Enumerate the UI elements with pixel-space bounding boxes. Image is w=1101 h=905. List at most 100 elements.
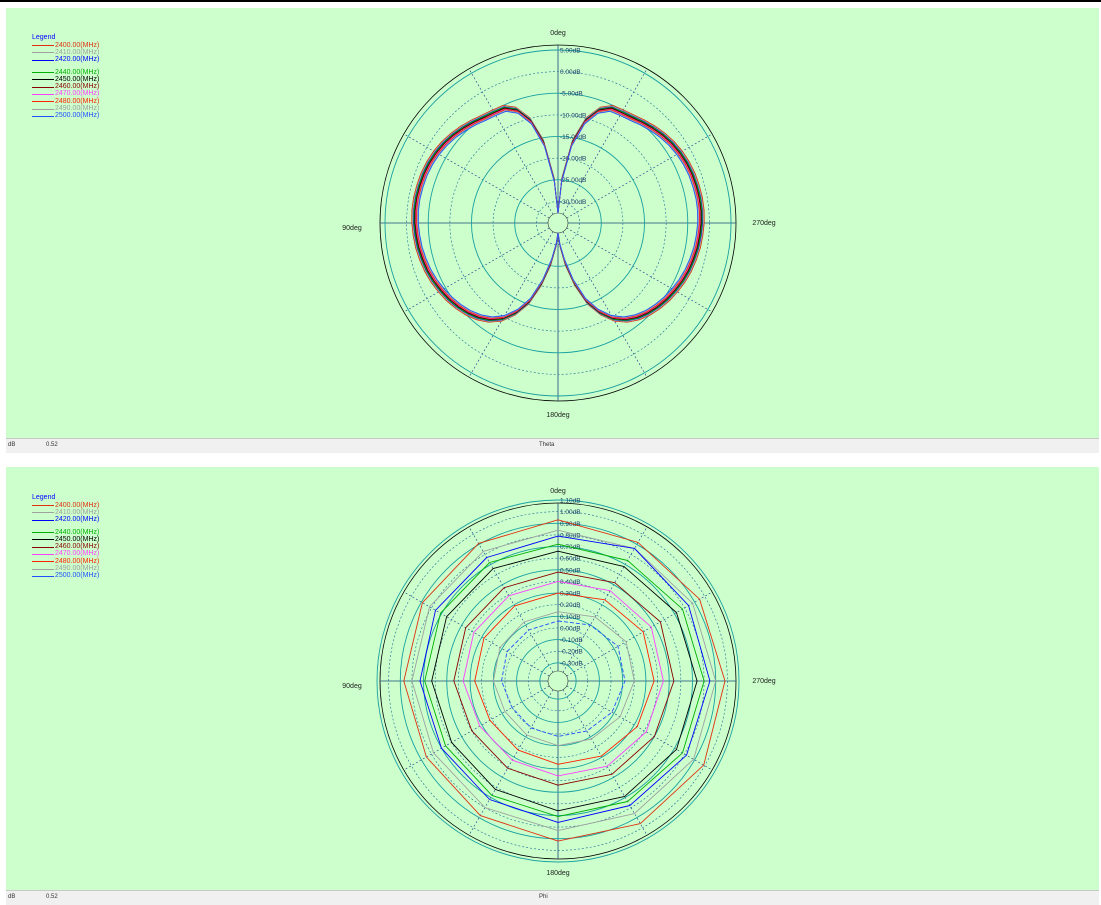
grid-ring [527,650,589,712]
angle-label-bottom: 180deg [546,412,569,419]
top-border [0,0,1101,2]
radial-spoke [468,68,554,215]
legend-label: 2410.00(MHz) [55,508,100,516]
legend-label: 2500.00(MHz) [55,112,100,120]
legend-swatch [32,72,54,74]
legend-label: 2440.00(MHz) [55,68,100,76]
legend-entry: 2400.00(MHz) [32,502,99,509]
legend-entry: 2410.00(MHz) [32,509,99,516]
legend-label: 2490.00(MHz) [55,565,100,573]
radial-tick-label: -30.00dB [560,199,586,206]
radial-spoke [566,591,713,677]
radial-spoke [403,685,550,771]
radial-spoke [566,133,713,219]
series-line [462,580,664,777]
grid-ring [539,662,577,700]
radial-tick-label: 0.20dB [560,602,581,609]
legend-label: 2500.00(MHz) [55,572,100,580]
legend-entry: 2500.00(MHz) [32,572,100,580]
legend-entry: 2450.00(MHz) [32,536,99,543]
angle-label-left: 90deg [342,225,362,232]
theta-status-bar: dB 0.52 Theta [6,438,1099,453]
legend-entry: 2490.00(MHz) [32,105,99,112]
legend-swatch [32,553,54,555]
series-line [492,611,635,747]
radial-spoke [566,685,713,771]
radial-spoke [562,231,648,378]
legend-label: 2490.00(MHz) [55,105,100,113]
grid-ring [406,71,710,375]
radial-tick-label: -10.00dB [560,112,586,119]
angle-label-bottom: 180deg [546,870,569,877]
legend-entry: 2440.00(MHz) [32,69,99,76]
legend-entry: 2460.00(MHz) [32,83,99,90]
series-line [453,571,675,786]
theta-polar-chart: 5.00dB 0.00dB -5.00dB -10.00dB -15.00dB -20.0… [342,30,776,419]
legend-label: 2480.00(MHz) [55,97,100,105]
legend-entry: 2470.00(MHz) [32,90,100,98]
grid-ring [492,157,624,289]
legend-entry: 2500.00(MHz) [32,112,100,120]
grid-ring [388,511,728,851]
radial-spoke [403,591,550,677]
radial-spoke [468,231,554,378]
series-line [424,543,705,818]
radial-tick-label: 0.80dB [560,532,581,539]
grid-ring [427,92,689,354]
legend-swatch [32,86,54,88]
radial-tick-label: 5.00dB [560,48,581,55]
phi-polar-chart: 1.10dB1.00dB0.90dB0.80dB0.70dB0.60dB0.50… [342,488,776,877]
grid-ring [376,499,740,863]
series-line [431,550,698,812]
radial-tick-label: -20.00dB [560,156,586,163]
legend-title: Legend [32,34,56,41]
legend-swatch [32,512,54,514]
series-line [474,592,655,765]
radial-tick-label: 0.00dB [560,625,581,632]
legend-swatch [32,561,54,563]
grid-ring [449,114,667,332]
legend-label: 2450.00(MHz) [55,75,100,83]
series-line [419,535,711,823]
legend-label: 2400.00(MHz) [55,41,100,49]
legend-entry: 2490.00(MHz) [32,565,99,572]
series-line [417,110,699,318]
legend-label: 2470.00(MHz) [55,90,100,98]
legend-label: 2400.00(MHz) [55,501,100,509]
legend-label: 2440.00(MHz) [55,528,100,536]
legend-swatch [32,532,54,534]
radial-spoke [566,227,713,313]
radial-tick-label: 0.50dB [560,567,581,574]
radial-tick-label: 0.10dB [560,614,581,621]
legend-label: 2460.00(MHz) [55,83,100,91]
legend-swatch [32,52,54,54]
center-circle [547,670,569,692]
theta-plot-panel: 5.00dB 0.00dB -5.00dB -10.00dB -15.00dB -20.0… [6,8,1099,453]
theta-legend: Legend 2400.00(MHz) 2410.00(MHz) 2420.00(M… [32,34,99,120]
grid-ring [446,569,670,793]
legend-label: 2460.00(MHz) [55,543,100,551]
legend-label: 2420.00(MHz) [55,56,100,64]
status-value: 0.52 [46,442,58,448]
legend-swatch [32,93,54,95]
radial-spoke [562,68,648,215]
legend-entry: 2440.00(MHz) [32,529,99,536]
legend-entry: 2460.00(MHz) [32,543,99,550]
status-value: 0.52 [46,894,58,900]
grid-ring [471,136,645,310]
center-circle [547,212,569,234]
status-unit: dB [8,442,16,448]
phi-legend: Legend 2400.00(MHz) 2410.00(MHz) 2420.00(M… [32,494,99,580]
phi-status-bar: dB 0.52 Phi [6,890,1099,905]
radial-tick-label: -0.10dB [560,637,583,644]
grid-ring [514,179,602,267]
legend-entry: 2420.00(MHz) [32,516,99,524]
grid-ring [434,557,682,805]
legend-label: 2410.00(MHz) [55,48,100,56]
legend-entry: 2420.00(MHz) [32,56,100,64]
series-line [501,620,626,737]
legend-swatch [32,568,54,570]
legend-label: 2450.00(MHz) [55,535,100,543]
legend-entry: 2450.00(MHz) [32,76,99,83]
legend-swatch [32,505,54,507]
